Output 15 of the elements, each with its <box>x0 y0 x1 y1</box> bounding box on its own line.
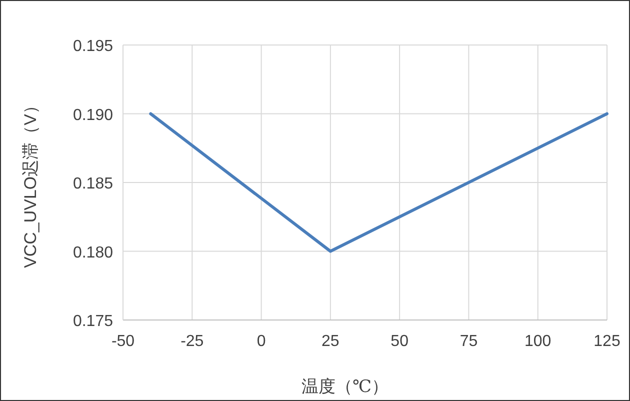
x-tick-label: 25 <box>322 333 340 350</box>
y-axis-title: VCC_UVLO迟滞（V） <box>21 97 40 268</box>
y-tick-label: 0.195 <box>72 38 114 55</box>
x-tick-label: 100 <box>524 333 552 350</box>
x-tick-label: 50 <box>390 333 409 350</box>
y-tick-label: 0.180 <box>72 244 114 262</box>
x-tick-label: 75 <box>460 333 478 350</box>
x-tick-label: -25 <box>180 333 204 350</box>
x-axis-title: 温度（℃） <box>301 377 389 397</box>
x-tick-label: 0 <box>256 333 266 350</box>
y-tick-label: 0.185 <box>72 176 114 192</box>
x-tick-label: -50 <box>111 333 135 350</box>
y-tick-label: 0.175 <box>72 313 114 330</box>
x-tick-label: 125 <box>594 333 620 350</box>
y-tick-label: 0.190 <box>72 106 114 124</box>
